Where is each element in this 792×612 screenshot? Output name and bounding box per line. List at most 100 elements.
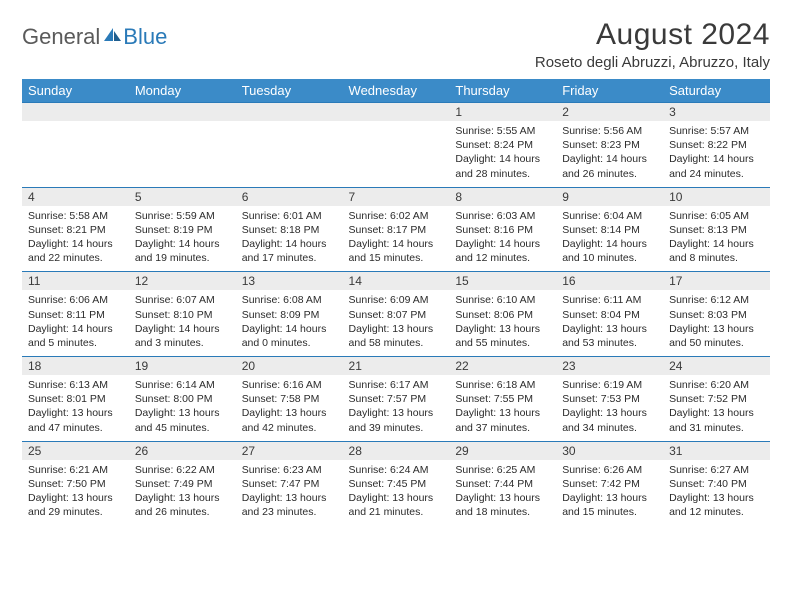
day-cell: 19Sunrise: 6:14 AMSunset: 8:00 PMDayligh…: [129, 356, 236, 441]
day-data: Sunrise: 6:07 AMSunset: 8:10 PMDaylight:…: [129, 290, 236, 356]
day-sunrise: Sunrise: 5:56 AM: [562, 124, 657, 138]
day-sunset: Sunset: 8:01 PM: [28, 392, 123, 406]
day-daylight1: Daylight: 14 hours: [28, 237, 123, 251]
day-data: Sunrise: 6:23 AMSunset: 7:47 PMDaylight:…: [236, 460, 343, 526]
day-cell: 21Sunrise: 6:17 AMSunset: 7:57 PMDayligh…: [343, 356, 450, 441]
day-sunrise: Sunrise: 6:19 AM: [562, 378, 657, 392]
dayhead-wed: Wednesday: [343, 79, 450, 102]
day-data: Sunrise: 6:22 AMSunset: 7:49 PMDaylight:…: [129, 460, 236, 526]
day-cell: 5Sunrise: 5:59 AMSunset: 8:19 PMDaylight…: [129, 187, 236, 272]
day-sunset: Sunset: 8:23 PM: [562, 138, 657, 152]
day-daylight1: Daylight: 13 hours: [455, 322, 550, 336]
day-sunset: Sunset: 8:24 PM: [455, 138, 550, 152]
day-daylight2: and 0 minutes.: [242, 336, 337, 350]
day-cell: [22, 102, 129, 187]
day-sunset: Sunset: 8:22 PM: [669, 138, 764, 152]
day-daylight1: Daylight: 14 hours: [135, 322, 230, 336]
day-cell: [236, 102, 343, 187]
day-sunrise: Sunrise: 6:22 AM: [135, 463, 230, 477]
day-sunset: Sunset: 7:58 PM: [242, 392, 337, 406]
day-sunset: Sunset: 8:16 PM: [455, 223, 550, 237]
day-daylight2: and 55 minutes.: [455, 336, 550, 350]
day-data: Sunrise: 6:05 AMSunset: 8:13 PMDaylight:…: [663, 206, 770, 272]
day-sunset: Sunset: 8:13 PM: [669, 223, 764, 237]
day-daylight2: and 26 minutes.: [562, 167, 657, 181]
day-data: Sunrise: 6:21 AMSunset: 7:50 PMDaylight:…: [22, 460, 129, 526]
day-data: Sunrise: 6:02 AMSunset: 8:17 PMDaylight:…: [343, 206, 450, 272]
day-sunrise: Sunrise: 6:11 AM: [562, 293, 657, 307]
day-sunset: Sunset: 8:09 PM: [242, 308, 337, 322]
day-daylight2: and 50 minutes.: [669, 336, 764, 350]
day-daylight2: and 10 minutes.: [562, 251, 657, 265]
day-sunset: Sunset: 8:17 PM: [349, 223, 444, 237]
day-cell: 13Sunrise: 6:08 AMSunset: 8:09 PMDayligh…: [236, 271, 343, 356]
day-sunset: Sunset: 8:10 PM: [135, 308, 230, 322]
day-number: 16: [556, 271, 663, 290]
brand-sail-icon: [102, 26, 122, 49]
day-sunset: Sunset: 8:11 PM: [28, 308, 123, 322]
day-daylight1: Daylight: 13 hours: [562, 322, 657, 336]
day-data: Sunrise: 6:08 AMSunset: 8:09 PMDaylight:…: [236, 290, 343, 356]
day-sunrise: Sunrise: 6:14 AM: [135, 378, 230, 392]
calendar-table: Sunday Monday Tuesday Wednesday Thursday…: [22, 79, 770, 525]
day-number: 7: [343, 187, 450, 206]
day-daylight2: and 29 minutes.: [28, 505, 123, 519]
day-number: 5: [129, 187, 236, 206]
day-daylight2: and 22 minutes.: [28, 251, 123, 265]
day-daylight2: and 45 minutes.: [135, 421, 230, 435]
day-sunrise: Sunrise: 6:10 AM: [455, 293, 550, 307]
day-cell: 6Sunrise: 6:01 AMSunset: 8:18 PMDaylight…: [236, 187, 343, 272]
day-number: [22, 102, 129, 121]
day-daylight2: and 12 minutes.: [669, 505, 764, 519]
month-title: August 2024: [535, 18, 770, 52]
day-daylight1: Daylight: 13 hours: [28, 406, 123, 420]
day-daylight1: Daylight: 13 hours: [562, 406, 657, 420]
day-sunrise: Sunrise: 6:24 AM: [349, 463, 444, 477]
day-data: Sunrise: 6:27 AMSunset: 7:40 PMDaylight:…: [663, 460, 770, 526]
day-data: Sunrise: 5:56 AMSunset: 8:23 PMDaylight:…: [556, 121, 663, 187]
day-daylight1: Daylight: 14 hours: [242, 237, 337, 251]
dayhead-sat: Saturday: [663, 79, 770, 102]
day-sunset: Sunset: 7:52 PM: [669, 392, 764, 406]
day-daylight1: Daylight: 14 hours: [562, 237, 657, 251]
week-row: 18Sunrise: 6:13 AMSunset: 8:01 PMDayligh…: [22, 356, 770, 441]
day-sunset: Sunset: 8:06 PM: [455, 308, 550, 322]
day-cell: 12Sunrise: 6:07 AMSunset: 8:10 PMDayligh…: [129, 271, 236, 356]
day-sunrise: Sunrise: 6:04 AM: [562, 209, 657, 223]
day-sunset: Sunset: 7:53 PM: [562, 392, 657, 406]
day-data: [22, 121, 129, 183]
day-cell: 23Sunrise: 6:19 AMSunset: 7:53 PMDayligh…: [556, 356, 663, 441]
day-daylight2: and 53 minutes.: [562, 336, 657, 350]
brand-part1: General: [22, 24, 100, 50]
day-sunset: Sunset: 8:07 PM: [349, 308, 444, 322]
day-sunrise: Sunrise: 6:27 AM: [669, 463, 764, 477]
day-sunrise: Sunrise: 6:05 AM: [669, 209, 764, 223]
day-sunrise: Sunrise: 6:25 AM: [455, 463, 550, 477]
day-data: Sunrise: 5:55 AMSunset: 8:24 PMDaylight:…: [449, 121, 556, 187]
week-row: 1Sunrise: 5:55 AMSunset: 8:24 PMDaylight…: [22, 102, 770, 187]
day-number: 20: [236, 356, 343, 375]
day-cell: 2Sunrise: 5:56 AMSunset: 8:23 PMDaylight…: [556, 102, 663, 187]
day-data: Sunrise: 6:17 AMSunset: 7:57 PMDaylight:…: [343, 375, 450, 441]
day-data: Sunrise: 6:25 AMSunset: 7:44 PMDaylight:…: [449, 460, 556, 526]
day-sunrise: Sunrise: 6:12 AM: [669, 293, 764, 307]
day-sunrise: Sunrise: 5:58 AM: [28, 209, 123, 223]
day-sunrise: Sunrise: 6:20 AM: [669, 378, 764, 392]
day-daylight2: and 15 minutes.: [562, 505, 657, 519]
day-cell: [343, 102, 450, 187]
day-data: Sunrise: 6:01 AMSunset: 8:18 PMDaylight:…: [236, 206, 343, 272]
day-daylight2: and 12 minutes.: [455, 251, 550, 265]
day-number: 11: [22, 271, 129, 290]
day-cell: 9Sunrise: 6:04 AMSunset: 8:14 PMDaylight…: [556, 187, 663, 272]
day-sunrise: Sunrise: 6:03 AM: [455, 209, 550, 223]
day-sunrise: Sunrise: 6:08 AM: [242, 293, 337, 307]
day-daylight1: Daylight: 13 hours: [669, 491, 764, 505]
day-cell: 1Sunrise: 5:55 AMSunset: 8:24 PMDaylight…: [449, 102, 556, 187]
day-number: 1: [449, 102, 556, 121]
day-sunset: Sunset: 8:04 PM: [562, 308, 657, 322]
day-cell: 15Sunrise: 6:10 AMSunset: 8:06 PMDayligh…: [449, 271, 556, 356]
title-block: August 2024 Roseto degli Abruzzi, Abruzz…: [535, 18, 770, 71]
day-number: [236, 102, 343, 121]
dayhead-sun: Sunday: [22, 79, 129, 102]
day-number: [129, 102, 236, 121]
